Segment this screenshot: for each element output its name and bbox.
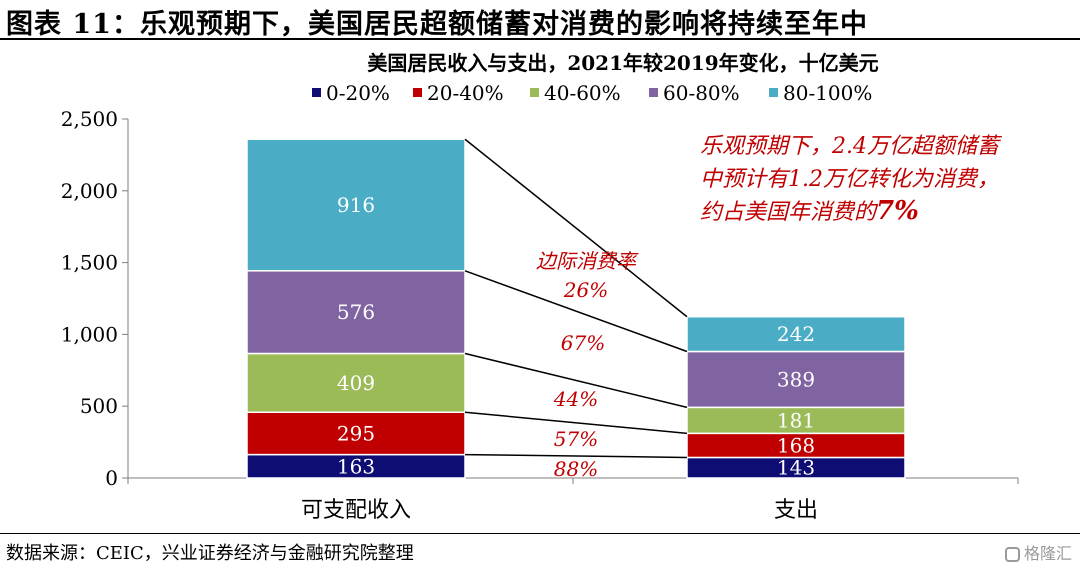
y-tick-label: 2,000 — [61, 179, 118, 203]
connector-line — [464, 138, 688, 318]
y-tick-label: 1,500 — [61, 251, 118, 275]
legend-label: 20-40% — [427, 81, 504, 105]
data-label: 143 — [777, 456, 815, 480]
x-category-label: 可支配收入 — [301, 498, 411, 523]
y-tick-label: 2,500 — [61, 107, 118, 131]
watermark-text: 格隆汇 — [1023, 544, 1072, 563]
data-label: 916 — [337, 193, 375, 217]
data-label: 168 — [777, 433, 815, 457]
legend-swatch — [769, 88, 778, 97]
data-label: 576 — [337, 300, 375, 324]
marginal-rate-label: 88% — [554, 457, 598, 481]
bar-segment — [246, 352, 466, 413]
bar-segment — [686, 432, 906, 459]
bar-segment — [246, 138, 466, 272]
data-label: 242 — [777, 322, 815, 346]
bar-segment — [246, 270, 466, 355]
marginal-rate-label: 44% — [553, 387, 598, 411]
annotation-line: 中预计有1.2万亿转化为消费， — [700, 167, 999, 192]
legend-label: 60-80% — [663, 81, 740, 105]
connector-lines — [464, 138, 688, 459]
bar-segment — [686, 350, 906, 409]
connector-line — [464, 270, 688, 353]
figure-title: 图表 11：乐观预期下，美国居民超额储蓄对消费的影响将持续至年中 — [6, 9, 868, 40]
watermark: 格隆汇 — [1004, 540, 1072, 564]
legend-label: 40-60% — [544, 81, 621, 105]
source-rule — [0, 533, 1080, 534]
data-label: 409 — [337, 371, 375, 395]
source-note: 数据来源：CEIC，兴业证券经济与金融研究院整理 — [6, 543, 414, 564]
marginal-rate-label: 26% — [563, 278, 608, 302]
annotation-emphasis: 7% — [876, 196, 919, 226]
marginal-rate-label: 57% — [554, 427, 598, 451]
legend-swatch — [312, 88, 321, 97]
y-tick-label: 500 — [80, 394, 118, 418]
y-tick-label: 0 — [105, 466, 118, 490]
legend: 0-20% 20-40% 40-60% 60-80% 80-100% — [312, 81, 872, 105]
connector-line — [464, 411, 688, 435]
title-rule — [0, 38, 1080, 40]
chart-subtitle: 美国居民收入与支出，2021年较2019年变化，十亿美元 — [367, 51, 878, 75]
connector-line — [464, 453, 688, 459]
marginal-rate-title: 边际消费率 — [536, 249, 639, 273]
watermark-logo-icon — [1004, 547, 1020, 562]
legend-swatch — [530, 88, 539, 97]
data-label: 163 — [337, 454, 375, 478]
legend-label: 0-20% — [326, 81, 390, 105]
connector-line — [464, 352, 688, 409]
legend-swatch — [649, 88, 658, 97]
data-label: 181 — [777, 408, 815, 432]
x-category-label: 支出 — [774, 498, 818, 523]
annotation-line: 约占美国年消费的7% — [700, 196, 919, 226]
marginal-rate-labels: 88% 57% 44% 67% 26% 边际消费率 — [536, 249, 639, 481]
legend-swatch — [413, 88, 422, 97]
bar-segment — [686, 406, 906, 435]
annotation-line: 乐观预期下，2.4万亿超额储蓄 — [700, 134, 1002, 159]
bar-segment — [686, 315, 906, 353]
data-label: 295 — [337, 421, 375, 445]
data-label: 389 — [777, 367, 815, 391]
marginal-rate-label: 67% — [561, 331, 605, 355]
legend-label: 80-100% — [783, 81, 872, 105]
y-tick-label: 1,000 — [61, 322, 118, 346]
